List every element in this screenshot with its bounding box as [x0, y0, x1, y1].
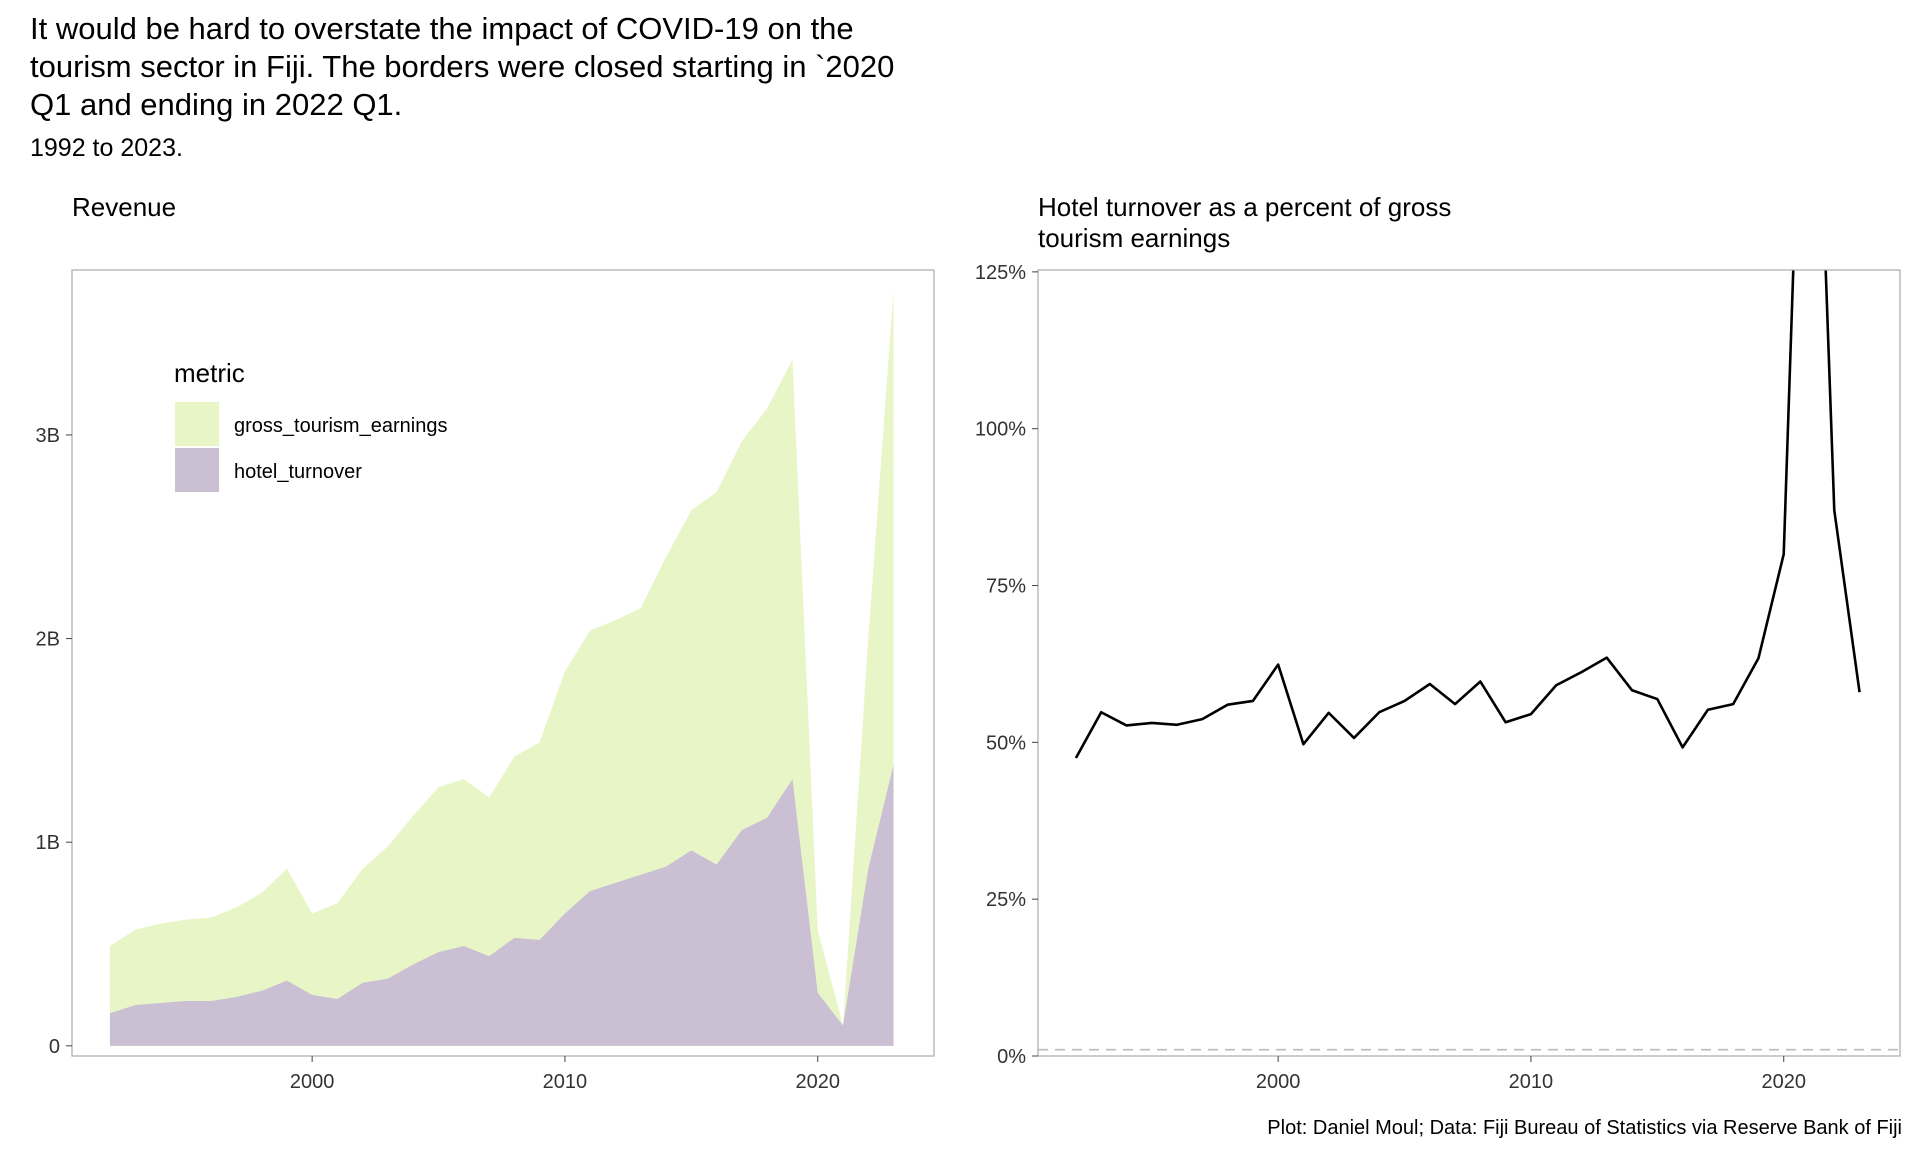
- x-tick-label: 2010: [543, 1071, 588, 1093]
- x-tick-label: 2010: [1509, 1071, 1554, 1093]
- y-tick-label: 2B: [36, 629, 60, 651]
- x-tick-label: 2000: [290, 1071, 335, 1093]
- x-tick-label: 2020: [795, 1071, 840, 1093]
- y-tick-label: 125%: [975, 262, 1026, 284]
- y-tick-label: 0: [49, 1036, 60, 1058]
- y-tick-label: 100%: [975, 419, 1026, 441]
- legend-title: metric: [174, 358, 245, 388]
- x-tick-label: 2020: [1761, 1071, 1806, 1093]
- chart-title: It would be hard to overstate the impact…: [30, 11, 895, 122]
- revenue-area-chart: 0 1B 2B 3B 2000 2010 2020 metric gross_tourism_e…: [36, 269, 935, 1093]
- y-tick-label: 75%: [986, 576, 1026, 598]
- panel-border: [1037, 269, 1901, 1057]
- y-tick-label: 0%: [997, 1046, 1026, 1068]
- legend-label: gross_tourism_earnings: [234, 415, 447, 437]
- source-caption: Plot: Daniel Moul; Data: Fiji Bureau of …: [1267, 1117, 1902, 1139]
- y-tick-label: 1B: [36, 832, 60, 854]
- revenue-panel-title: Revenue: [72, 192, 177, 222]
- panel-border: [71, 269, 935, 1057]
- y-tick-label: 50%: [986, 732, 1026, 754]
- y-tick-label: 3B: [36, 425, 60, 447]
- x-tick-label: 2000: [1256, 1071, 1301, 1093]
- chart-subtitle: 1992 to 2023.: [30, 134, 183, 162]
- legend-swatch: [175, 402, 219, 446]
- ratio-line: [1074, 270, 1861, 759]
- y-tick-label: 25%: [986, 889, 1026, 911]
- ratio-panel-title: Hotel turnover as a percent of gross tou…: [1038, 192, 1452, 253]
- legend: metric gross_tourism_earnings hotel_turnov…: [174, 358, 447, 492]
- area-hotel-turnover: [109, 764, 894, 1046]
- legend-label: hotel_turnover: [234, 461, 362, 483]
- legend-swatch: [175, 448, 219, 492]
